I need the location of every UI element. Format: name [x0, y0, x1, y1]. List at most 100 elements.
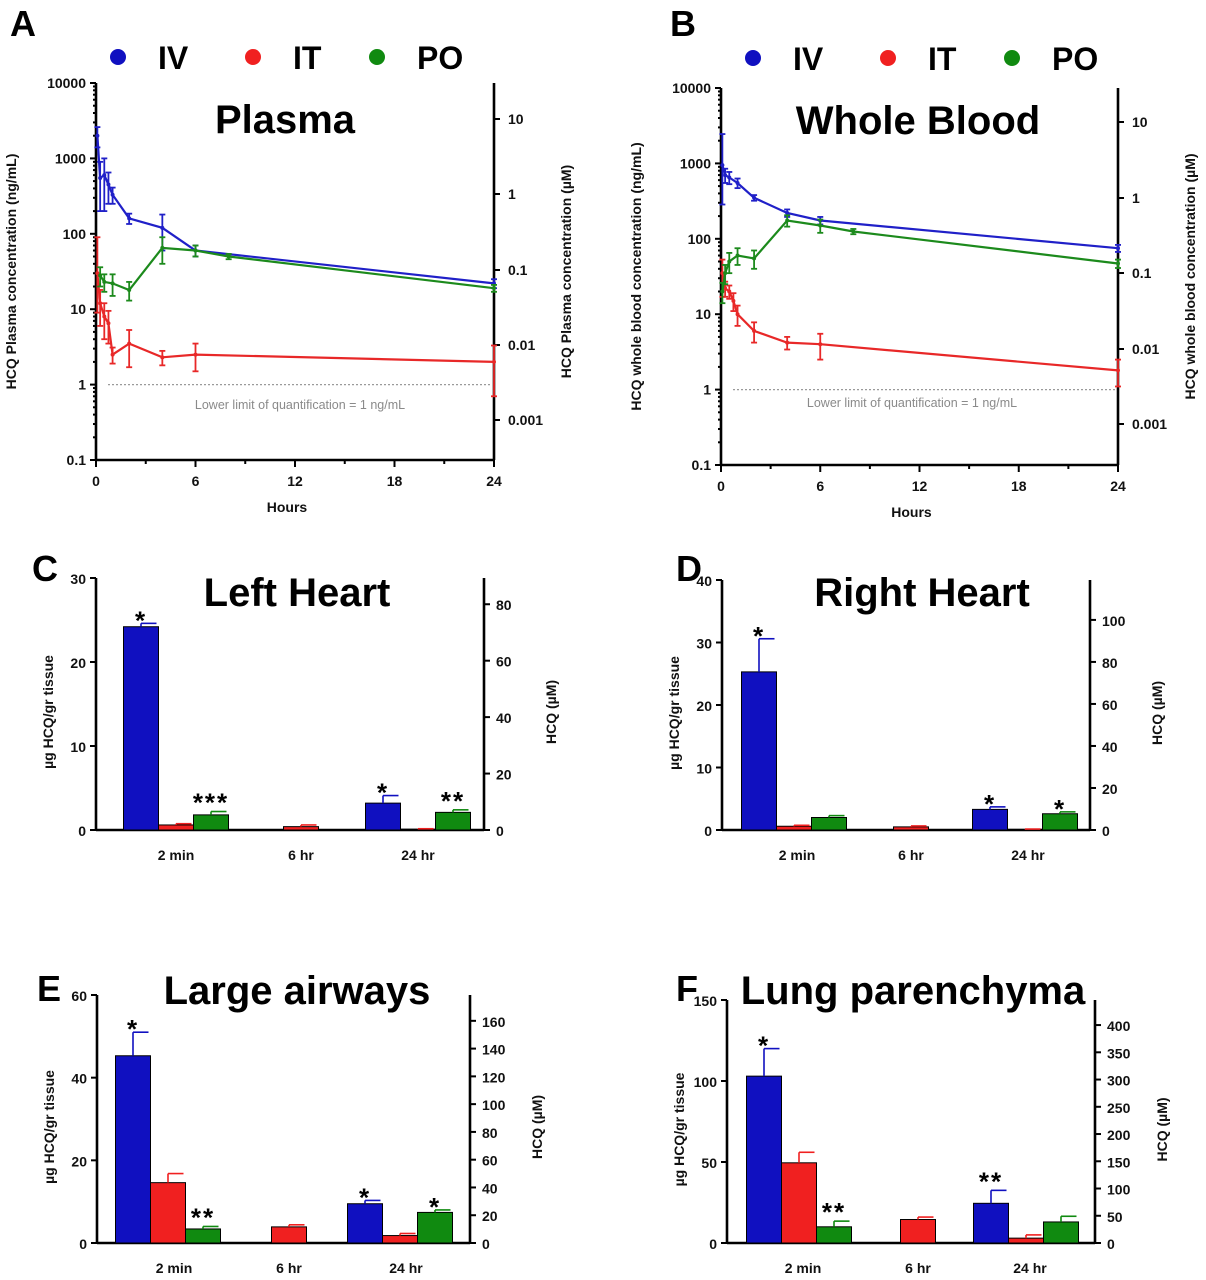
- data-point-iv: [110, 192, 115, 197]
- legend-label-it: IT: [293, 40, 322, 76]
- data-point-po: [818, 223, 823, 228]
- y-tick-label: 40: [696, 573, 712, 589]
- bar-iv: [741, 671, 777, 831]
- chart-title: Right Heart: [814, 571, 1030, 615]
- y-right-tick-label: 60: [496, 654, 512, 670]
- panel-F: F Lung parenchyma 0 50 100 150 0 50 100 150 200 250…: [671, 968, 1170, 1276]
- data-point-it: [98, 301, 103, 306]
- x-tick-label: 24 hr: [1011, 847, 1045, 863]
- bar-iv: [115, 1055, 151, 1244]
- y-tick-label: 100: [688, 231, 712, 247]
- data-point-it: [735, 312, 740, 317]
- data-point-it: [160, 355, 165, 360]
- x-axis-title: Hours: [891, 504, 932, 520]
- data-point-it: [102, 314, 107, 319]
- lloq-annotation: Lower limit of quantification = 1 ng/mL: [807, 396, 1017, 410]
- bar-po: [1043, 1221, 1079, 1244]
- y-right-tick-label: 0.01: [508, 337, 535, 353]
- data-point-iv: [98, 175, 103, 180]
- x-axis-title: Hours: [267, 499, 308, 515]
- y-tick-label: 40: [71, 1071, 87, 1087]
- y-tick-label: 30: [696, 636, 712, 652]
- x-tick-label: 6 hr: [905, 1260, 931, 1276]
- y-axis-title-right: HCQ (µM): [529, 1095, 545, 1159]
- x-tick-label: 24: [1110, 478, 1126, 494]
- bar-po: [417, 1211, 453, 1244]
- data-point-iv: [735, 180, 740, 185]
- x-tick-label: 2 min: [785, 1260, 822, 1276]
- y-tick-label: 0: [709, 1236, 717, 1252]
- significance-marker: **: [822, 1197, 846, 1227]
- y-tick-label: 30: [70, 571, 86, 587]
- legend-dot-it: [245, 49, 261, 65]
- data-point-po: [727, 259, 732, 264]
- y-axis-title-right: HCQ (µM): [543, 680, 559, 744]
- data-point-iv: [102, 173, 107, 178]
- y-right-tick-label: 20: [496, 767, 512, 783]
- y-right-tick-label: 60: [1102, 697, 1118, 713]
- data-point-iv: [723, 173, 728, 178]
- y-tick-label: 1: [703, 382, 711, 398]
- y-tick-label: 50: [701, 1155, 717, 1171]
- y-tick-label: 0.1: [67, 452, 87, 468]
- x-tick-label: 24 hr: [1013, 1260, 1047, 1276]
- y-tick-label: 20: [696, 698, 712, 714]
- y-right-tick-label: 80: [496, 597, 512, 613]
- data-point-it: [720, 271, 725, 276]
- bar-it: [271, 1226, 307, 1244]
- bar-iv: [973, 1202, 1009, 1244]
- data-point-po: [160, 245, 165, 250]
- significance-marker: *: [127, 1014, 139, 1044]
- data-point-iv: [95, 133, 100, 138]
- significance-marker: *: [753, 621, 765, 651]
- significance-marker: **: [191, 1202, 215, 1232]
- y-axis-title-left: µg HCQ/gr tissue: [671, 1072, 687, 1186]
- bar-it: [900, 1219, 936, 1244]
- data-point-it: [106, 321, 111, 326]
- chart-title: Lung parenchyma: [741, 969, 1086, 1013]
- panel-letter-A: A: [10, 3, 36, 44]
- y-right-tick-label: 80: [482, 1125, 498, 1141]
- legend-dot-po: [1004, 50, 1020, 66]
- y-tick-label: 10: [70, 301, 86, 317]
- y-right-tick-label: 10: [1132, 114, 1148, 130]
- chart-title: Whole Blood: [796, 99, 1040, 143]
- y-axis-title-right: HCQ Plasma concentration (µM): [558, 165, 574, 378]
- y-right-tick-label: 400: [1107, 1018, 1131, 1034]
- chart-title: Large airways: [164, 969, 431, 1013]
- y-tick-label: 10000: [672, 80, 711, 96]
- legend-dot-iv: [110, 49, 126, 65]
- y-axis-title-right: HCQ whole blood concentration (µM): [1182, 153, 1198, 399]
- legend-label-iv: IV: [158, 40, 189, 76]
- x-tick-label: 6 hr: [276, 1260, 302, 1276]
- x-tick-label: 24: [486, 473, 502, 489]
- data-point-iv: [106, 182, 111, 187]
- data-point-it: [818, 342, 823, 347]
- bar-iv: [123, 626, 159, 831]
- y-right-tick-label: 0.001: [508, 412, 543, 428]
- data-point-iv: [727, 175, 732, 180]
- panel-letter-D: D: [676, 548, 702, 589]
- bar-it: [382, 1235, 418, 1244]
- y-right-tick-label: 350: [1107, 1045, 1131, 1061]
- data-point-it: [492, 359, 496, 364]
- bar-po: [811, 817, 847, 831]
- y-right-tick-label: 0.1: [1132, 265, 1152, 281]
- bar-iv: [365, 802, 401, 831]
- significance-marker: ***: [193, 788, 229, 818]
- significance-marker: *: [758, 1031, 770, 1061]
- y-right-tick-label: 50: [1107, 1209, 1123, 1225]
- x-tick-label: 2 min: [158, 847, 195, 863]
- y-tick-label: 1000: [55, 150, 86, 166]
- significance-marker: **: [441, 786, 465, 816]
- y-axis-title-right: HCQ (µM): [1154, 1097, 1170, 1161]
- y-right-tick-label: 1: [1132, 190, 1140, 206]
- y-tick-label: 1000: [680, 155, 711, 171]
- y-right-tick-label: 60: [482, 1153, 498, 1169]
- y-tick-label: 100: [63, 226, 87, 242]
- y-right-tick-label: 200: [1107, 1127, 1131, 1143]
- legend-dot-iv: [745, 50, 761, 66]
